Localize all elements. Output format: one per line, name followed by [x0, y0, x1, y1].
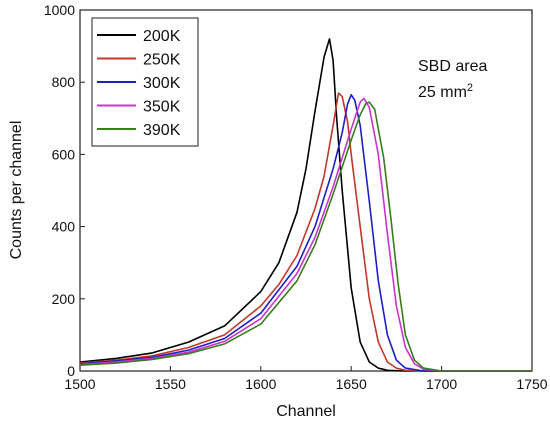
- axis-ticks: 1500 1550 1600 1650 1700 1750 0 200 400 600 800 100…: [44, 2, 548, 392]
- legend-items: 200K 250K 300K 350K 390K: [97, 28, 181, 139]
- annotation-superscript: 2: [467, 82, 473, 94]
- series-line-250k: [79, 92, 532, 372]
- y-tick-label: 1000: [44, 2, 75, 18]
- x-axis-title: Channel: [276, 403, 336, 420]
- legend-label-200k: 200K: [143, 28, 181, 45]
- series-line-390k: [79, 101, 532, 372]
- x-tick-label: 1500: [64, 376, 95, 392]
- x-tick-label: 1700: [426, 376, 457, 392]
- x-tick-label: 1650: [336, 376, 367, 392]
- x-tick-label: 1600: [245, 376, 276, 392]
- annotation-line2-text: 25 mm: [418, 84, 467, 101]
- legend-label-300k: 300K: [143, 75, 181, 92]
- annotation: SBD area 25 mm2: [418, 58, 487, 101]
- x-tick-label: 1550: [155, 376, 186, 392]
- y-tick-label: 400: [52, 219, 76, 235]
- y-tick-label: 200: [52, 291, 76, 307]
- data-series: [79, 38, 532, 372]
- y-tick-label: 0: [67, 363, 75, 379]
- y-axis-title: Counts per channel: [8, 121, 25, 260]
- series-line-300k: [79, 94, 532, 372]
- legend-label-250k: 250K: [143, 52, 181, 69]
- annotation-line1: SBD area: [418, 58, 487, 75]
- legend-label-350k: 350K: [143, 99, 181, 116]
- annotation-line2: 25 mm2: [418, 82, 473, 101]
- legend-label-390k: 390K: [143, 122, 181, 139]
- y-tick-label: 800: [52, 74, 76, 90]
- series-line-350k: [79, 97, 532, 372]
- x-tick-label: 1750: [516, 376, 547, 392]
- legend: 200K 250K 300K 350K 390K: [91, 17, 199, 147]
- y-tick-label: 600: [52, 146, 76, 162]
- series-line-200k: [79, 38, 532, 372]
